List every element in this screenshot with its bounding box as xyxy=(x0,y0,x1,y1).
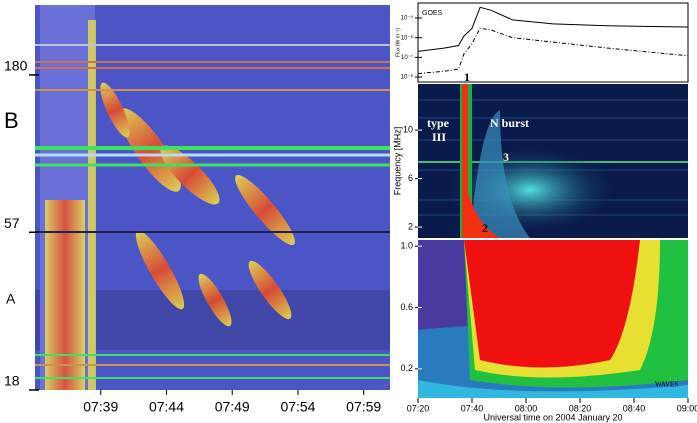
annotation: III xyxy=(432,130,446,144)
bottom-spectrogram xyxy=(418,240,688,398)
y-tick-label: 10⁻⁶ xyxy=(401,34,414,41)
annotation: WAVES xyxy=(655,381,678,389)
band-label: B xyxy=(4,108,19,133)
x-tick-label: 08:40 xyxy=(623,403,646,413)
y-tick-label: 10⁻⁵ xyxy=(401,15,414,22)
x-tick-label: 07:59 xyxy=(346,399,381,415)
mid-spectrogram xyxy=(418,84,688,238)
annotation: type xyxy=(427,116,450,130)
x-tick-label: 09:00 xyxy=(677,403,697,413)
y-axis-label: Flux (W m⁻²) xyxy=(395,28,401,57)
goes-curve xyxy=(417,27,689,75)
y-tick-label: 10 xyxy=(403,124,413,134)
y-tick-label: 0.2 xyxy=(400,363,413,373)
y-tick-label: 10⁻⁷ xyxy=(401,54,413,61)
y-tick-label: 1.0 xyxy=(400,241,413,251)
x-tick-label: 08:20 xyxy=(569,403,592,413)
annotation: 2 xyxy=(482,221,488,235)
y-tick-label: 18 xyxy=(4,373,20,389)
x-tick-label: 07:40 xyxy=(461,403,484,413)
x-tick-label: 07:20 xyxy=(407,403,430,413)
annotation: 3 xyxy=(503,150,509,164)
y-axis-label: Frequency [MHz] xyxy=(392,127,402,196)
y-tick-label: 180 xyxy=(4,58,28,74)
x-tick-label: 08:00 xyxy=(515,403,538,413)
x-axis-label: Universal time on 2004 January 20 xyxy=(483,412,622,422)
x-tick-label: 07:54 xyxy=(280,399,315,415)
y-tick-label: 57 xyxy=(4,215,20,231)
y-tick-label: 2 xyxy=(408,221,413,231)
x-tick-label: 07:44 xyxy=(149,399,184,415)
goes-curve xyxy=(417,6,689,52)
x-tick-label: 07:39 xyxy=(83,399,118,415)
x-tick-label: 07:49 xyxy=(215,399,250,415)
y-tick-label: 10⁻⁸ xyxy=(401,74,414,81)
y-tick-label: 0.6 xyxy=(400,302,413,312)
band-label: A xyxy=(6,291,16,307)
annotation: 1 xyxy=(464,70,470,84)
panel-label: GOES xyxy=(422,10,443,17)
left-spectrogram xyxy=(35,5,390,390)
y-tick-label: 6 xyxy=(408,173,413,183)
annotation: N burst xyxy=(490,116,529,130)
